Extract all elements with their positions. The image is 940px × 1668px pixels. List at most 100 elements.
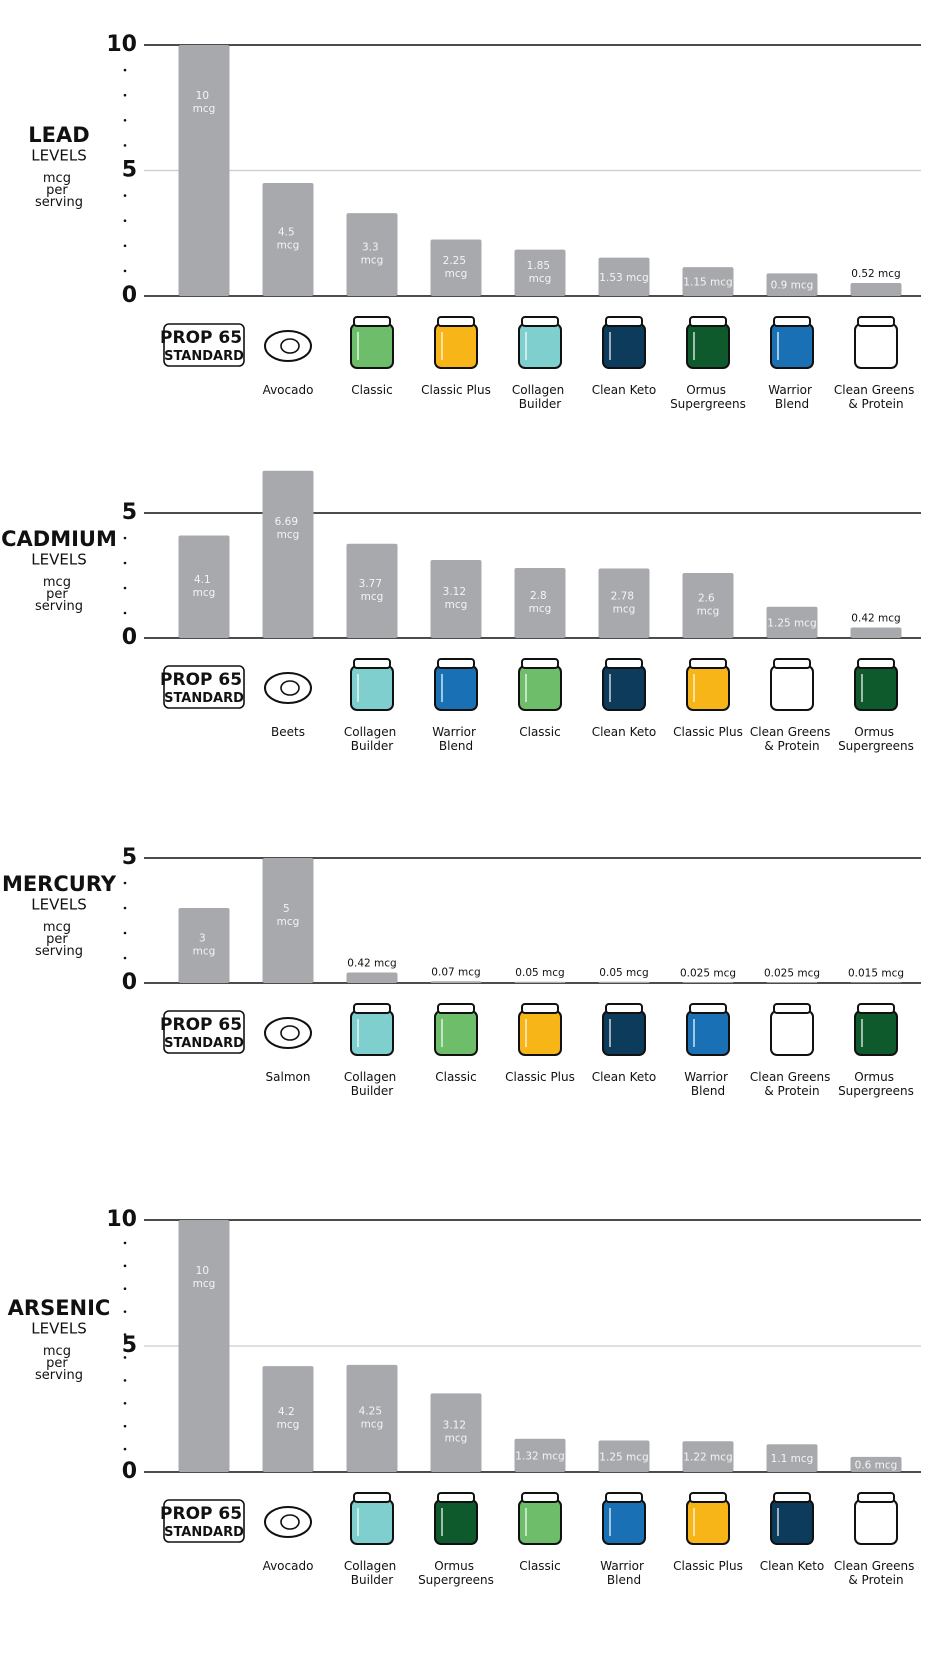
y-tick-label: 5 bbox=[122, 500, 137, 525]
axis-dot bbox=[123, 119, 127, 122]
standard-box bbox=[163, 1010, 245, 1054]
value-label: 10 mcg bbox=[193, 90, 216, 115]
jar-lid bbox=[605, 658, 643, 669]
y-tick-label: 5 bbox=[122, 158, 137, 183]
value-label: 0.025 mcg bbox=[680, 967, 736, 979]
category-label: Classic bbox=[435, 1070, 477, 1084]
category-label: Collagen Builder bbox=[512, 383, 568, 411]
jar-lid bbox=[773, 658, 811, 669]
jar-lid bbox=[773, 1492, 811, 1503]
value-label: 0.05 mcg bbox=[515, 967, 564, 979]
value-label: 0.42 mcg bbox=[347, 958, 396, 970]
jar-lid bbox=[437, 316, 475, 327]
category-label: Warrior Blend bbox=[768, 383, 816, 411]
jar-lid bbox=[689, 1003, 727, 1014]
chart-subtitle: LEVELS bbox=[31, 1320, 86, 1338]
y-tick-label: 10 bbox=[106, 1207, 137, 1232]
bar bbox=[346, 1364, 398, 1472]
bar bbox=[178, 1220, 230, 1472]
value-label: 5 mcg bbox=[277, 903, 300, 928]
bar bbox=[598, 257, 650, 296]
axis-dot bbox=[123, 931, 127, 935]
value-label: 4.1 mcg bbox=[193, 574, 216, 599]
category-label: Avocado bbox=[263, 1559, 314, 1573]
axis-dot bbox=[123, 906, 127, 910]
bar bbox=[430, 1393, 482, 1472]
jar-lid bbox=[689, 1492, 727, 1503]
jar-lid bbox=[521, 1003, 559, 1014]
jar-lid bbox=[605, 316, 643, 327]
axis-dot bbox=[123, 1379, 127, 1382]
category-label: Classic Plus bbox=[673, 725, 743, 739]
axis-dot bbox=[123, 1333, 127, 1336]
axis-dot bbox=[123, 1241, 127, 1245]
food-icon-detail bbox=[280, 1025, 300, 1041]
value-label: 1.53 mcg bbox=[599, 272, 648, 284]
value-label: 0.6 mcg bbox=[855, 1459, 898, 1471]
chart-title: MERCURY bbox=[2, 872, 117, 896]
value-label: 0.07 mcg bbox=[431, 966, 480, 978]
axis-dot bbox=[123, 244, 127, 248]
jar-lid bbox=[521, 658, 559, 669]
chart-subtitle: LEVELS bbox=[31, 551, 86, 569]
category-label: Avocado bbox=[263, 383, 314, 397]
bar bbox=[262, 1366, 314, 1472]
axis-dot bbox=[123, 1287, 127, 1291]
y-tick-label: 0 bbox=[122, 970, 137, 995]
value-label: 4.5 mcg bbox=[277, 227, 300, 252]
category-label: Warrior Blend bbox=[432, 725, 480, 753]
value-label: 0.025 mcg bbox=[764, 967, 820, 979]
jar-lid bbox=[773, 316, 811, 327]
value-label: 1.32 mcg bbox=[515, 1450, 564, 1462]
category-label: Classic Plus bbox=[673, 1559, 743, 1573]
category-label: PROP 65 STANDARD bbox=[160, 328, 248, 364]
y-axis-label: mcg per serving bbox=[35, 1344, 83, 1383]
category-label: Collagen Builder bbox=[344, 1070, 400, 1098]
category-label: PROP 65 STANDARD bbox=[160, 1015, 248, 1051]
bar bbox=[598, 568, 650, 638]
category-label: Clean Greens & Protein bbox=[834, 383, 918, 411]
value-label: 2.78 mcg bbox=[611, 590, 638, 615]
category-label: Clean Keto bbox=[592, 725, 657, 739]
bar bbox=[178, 908, 230, 983]
food-icon-detail bbox=[280, 1514, 300, 1530]
bar bbox=[430, 981, 482, 983]
axis-dot bbox=[123, 536, 127, 540]
axis-dot bbox=[123, 1401, 127, 1405]
value-label: 3.12 mcg bbox=[443, 1420, 470, 1445]
value-label: 0.05 mcg bbox=[599, 967, 648, 979]
jar-lid bbox=[605, 1492, 643, 1503]
bar bbox=[766, 1444, 818, 1472]
bar bbox=[682, 982, 734, 983]
category-label: PROP 65 STANDARD bbox=[160, 1504, 248, 1540]
bar bbox=[514, 1438, 566, 1472]
jar-lid bbox=[353, 658, 391, 669]
axis-dot bbox=[123, 1424, 127, 1428]
bar bbox=[766, 982, 818, 983]
category-label: Warrior Blend bbox=[684, 1070, 732, 1098]
bar bbox=[178, 535, 230, 638]
jar-lid bbox=[689, 658, 727, 669]
value-label: 2.8 mcg bbox=[529, 590, 552, 615]
category-label: Collagen Builder bbox=[344, 725, 400, 753]
category-label: Clean Greens & Protein bbox=[750, 1070, 834, 1098]
category-label: Salmon bbox=[266, 1070, 311, 1084]
value-label: 1.15 mcg bbox=[683, 277, 732, 289]
axis-dot bbox=[123, 144, 127, 147]
axis-dot bbox=[123, 1356, 127, 1359]
standard-box bbox=[163, 1499, 245, 1543]
category-label: Clean Greens & Protein bbox=[834, 1559, 918, 1587]
value-label: 0.015 mcg bbox=[848, 968, 904, 980]
bar bbox=[766, 273, 818, 296]
jar-lid bbox=[437, 1492, 475, 1503]
axis-dot bbox=[123, 956, 127, 960]
jar-lid bbox=[689, 316, 727, 327]
jar-lid bbox=[353, 316, 391, 327]
jar-lid bbox=[521, 316, 559, 327]
bar bbox=[262, 470, 314, 638]
value-label: 3.3 mcg bbox=[361, 242, 384, 267]
bar bbox=[682, 573, 734, 638]
axis-dot bbox=[123, 194, 127, 197]
bar bbox=[850, 1456, 902, 1472]
bar bbox=[514, 568, 566, 638]
